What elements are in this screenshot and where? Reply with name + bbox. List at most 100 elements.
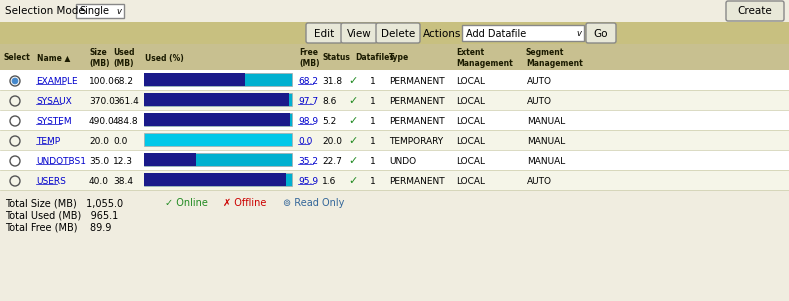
FancyBboxPatch shape <box>144 73 245 86</box>
Text: 1: 1 <box>370 116 376 126</box>
Text: 370.0: 370.0 <box>89 97 115 105</box>
Text: ✓: ✓ <box>348 136 357 146</box>
Text: ✓: ✓ <box>348 156 357 166</box>
Text: Edit: Edit <box>314 29 334 39</box>
Text: MANUAL: MANUAL <box>527 157 565 166</box>
Text: 35.2: 35.2 <box>298 157 318 166</box>
Text: 40.0: 40.0 <box>89 176 109 185</box>
FancyBboxPatch shape <box>144 93 292 106</box>
Circle shape <box>12 78 18 84</box>
Text: Single: Single <box>79 6 109 16</box>
FancyBboxPatch shape <box>144 73 292 86</box>
Text: UNDOTBS1: UNDOTBS1 <box>36 157 86 166</box>
Text: 31.8: 31.8 <box>322 76 342 85</box>
Text: 1: 1 <box>370 76 376 85</box>
FancyBboxPatch shape <box>0 150 789 170</box>
Text: Segment
Management: Segment Management <box>526 48 583 68</box>
Text: LOCAL: LOCAL <box>456 136 485 145</box>
Text: Datafiles: Datafiles <box>355 54 394 63</box>
Text: 0.0: 0.0 <box>298 136 312 145</box>
Text: Free
(MB): Free (MB) <box>299 48 320 68</box>
Text: ⊚ Read Only: ⊚ Read Only <box>283 198 344 208</box>
Text: PERMANENT: PERMANENT <box>389 76 445 85</box>
FancyBboxPatch shape <box>144 173 286 186</box>
Text: ✓ Online: ✓ Online <box>165 198 208 208</box>
Text: 100.0: 100.0 <box>89 76 115 85</box>
Text: LOCAL: LOCAL <box>456 176 485 185</box>
Text: 68.2: 68.2 <box>298 76 318 85</box>
Text: View: View <box>346 29 372 39</box>
Text: MANUAL: MANUAL <box>527 116 565 126</box>
FancyBboxPatch shape <box>144 173 292 186</box>
Text: PERMANENT: PERMANENT <box>389 176 445 185</box>
FancyBboxPatch shape <box>144 133 292 146</box>
Text: Used
(MB): Used (MB) <box>113 48 134 68</box>
Text: TEMP: TEMP <box>36 136 60 145</box>
Text: 35.0: 35.0 <box>89 157 109 166</box>
Text: ✓: ✓ <box>348 76 357 86</box>
Text: 38.4: 38.4 <box>113 176 133 185</box>
Text: Total Free (MB)    89.9: Total Free (MB) 89.9 <box>5 222 111 232</box>
FancyBboxPatch shape <box>76 4 124 18</box>
Text: 8.6: 8.6 <box>322 97 336 105</box>
Text: ✓: ✓ <box>348 176 357 186</box>
Text: LOCAL: LOCAL <box>456 97 485 105</box>
Text: PERMANENT: PERMANENT <box>389 116 445 126</box>
Text: LOCAL: LOCAL <box>456 76 485 85</box>
Text: 1: 1 <box>370 136 376 145</box>
Text: 5.2: 5.2 <box>322 116 336 126</box>
Text: 1.6: 1.6 <box>322 176 336 185</box>
Text: PERMANENT: PERMANENT <box>389 97 445 105</box>
Text: Total Used (MB)   965.1: Total Used (MB) 965.1 <box>5 210 118 220</box>
Text: UNDO: UNDO <box>389 157 416 166</box>
Text: 97.7: 97.7 <box>298 97 318 105</box>
Text: 361.4: 361.4 <box>113 97 139 105</box>
Text: 490.0: 490.0 <box>89 116 114 126</box>
Text: Extent
Management: Extent Management <box>456 48 513 68</box>
Text: Delete: Delete <box>381 29 415 39</box>
Text: v: v <box>576 29 581 39</box>
Text: Create: Create <box>738 6 772 16</box>
FancyBboxPatch shape <box>306 23 342 43</box>
Text: 20.0: 20.0 <box>322 136 342 145</box>
FancyBboxPatch shape <box>0 110 789 130</box>
FancyBboxPatch shape <box>376 23 420 43</box>
Text: 95.9: 95.9 <box>298 176 318 185</box>
Text: 1: 1 <box>370 176 376 185</box>
FancyBboxPatch shape <box>144 153 292 166</box>
Text: Selection Mode: Selection Mode <box>5 6 84 16</box>
Text: AUTO: AUTO <box>527 76 552 85</box>
Text: v: v <box>116 7 121 15</box>
Text: LOCAL: LOCAL <box>456 116 485 126</box>
FancyBboxPatch shape <box>462 25 584 41</box>
Text: 1: 1 <box>370 97 376 105</box>
FancyBboxPatch shape <box>0 170 789 190</box>
Text: Select: Select <box>3 54 30 63</box>
Text: Used (%): Used (%) <box>145 54 184 63</box>
FancyBboxPatch shape <box>586 23 616 43</box>
Text: SYSAUX: SYSAUX <box>36 97 72 105</box>
Text: Size
(MB): Size (MB) <box>89 48 110 68</box>
Text: ✓: ✓ <box>348 96 357 106</box>
Text: USERS: USERS <box>36 176 65 185</box>
Text: 0.0: 0.0 <box>113 136 127 145</box>
Text: 12.3: 12.3 <box>113 157 133 166</box>
FancyBboxPatch shape <box>0 130 789 150</box>
Text: Total Size (MB)   1,055.0: Total Size (MB) 1,055.0 <box>5 198 123 208</box>
Text: EXAMPLE: EXAMPLE <box>36 76 77 85</box>
FancyBboxPatch shape <box>0 70 789 90</box>
Text: 484.8: 484.8 <box>113 116 139 126</box>
FancyBboxPatch shape <box>0 22 789 44</box>
Text: 20.0: 20.0 <box>89 136 109 145</box>
Text: AUTO: AUTO <box>527 97 552 105</box>
FancyBboxPatch shape <box>0 44 789 70</box>
FancyBboxPatch shape <box>144 153 196 166</box>
FancyBboxPatch shape <box>144 93 289 106</box>
Text: Status: Status <box>323 54 351 63</box>
Text: Go: Go <box>594 29 608 39</box>
Text: TEMPORARY: TEMPORARY <box>389 136 443 145</box>
FancyBboxPatch shape <box>144 113 290 126</box>
FancyBboxPatch shape <box>726 1 784 21</box>
Text: Add Datafile: Add Datafile <box>466 29 526 39</box>
Text: Actions: Actions <box>423 29 462 39</box>
